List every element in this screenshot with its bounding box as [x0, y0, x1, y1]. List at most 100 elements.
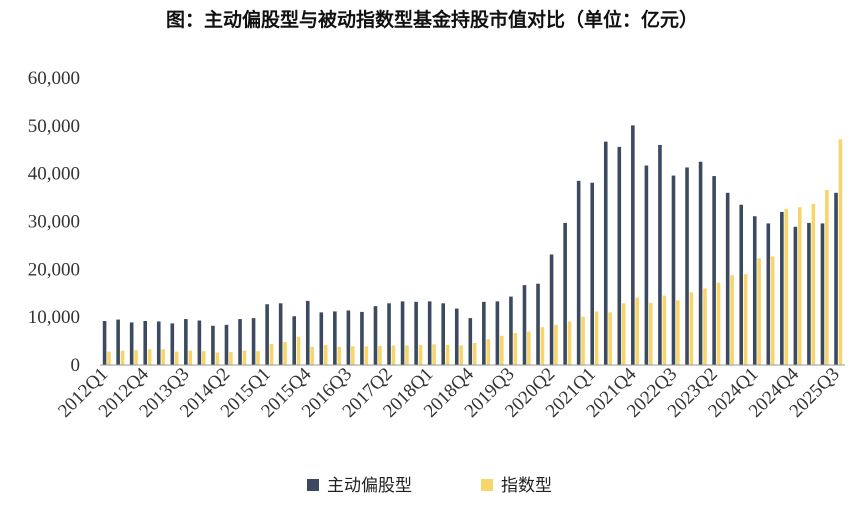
bar-index: [161, 349, 165, 365]
x-axis: 2012Q12012Q42013Q32014Q22015Q12015Q42016…: [54, 363, 844, 421]
bar-active: [184, 319, 188, 365]
bar-index: [364, 346, 369, 365]
bar-index: [120, 350, 125, 365]
bar-index: [513, 332, 518, 365]
bar-active: [387, 303, 391, 365]
y-tick-label: 40,000: [28, 164, 80, 185]
bar-active: [360, 311, 364, 365]
y-tick-label: 60,000: [28, 68, 80, 89]
bar-active: [333, 311, 337, 365]
bar-active: [400, 301, 405, 365]
bar-index: [201, 351, 206, 365]
bar-active: [319, 312, 324, 365]
bar-active: [129, 322, 134, 365]
bar-active: [427, 301, 432, 365]
bar-index: [472, 343, 477, 365]
bar-index: [676, 300, 680, 365]
bar-active: [780, 211, 784, 365]
bar-index: [337, 346, 342, 365]
bar-index: [499, 335, 504, 365]
bar-active: [766, 223, 771, 365]
bar-index: [445, 344, 450, 365]
bar-index: [743, 274, 748, 365]
bar-index: [554, 324, 558, 365]
y-axis: 0 10,000 20,000 30,000 40,000 50,000 60,000: [28, 68, 80, 376]
bar-index: [229, 352, 233, 365]
bar-active: [441, 303, 446, 365]
bar-index: [242, 350, 247, 365]
bar-index: [486, 339, 491, 365]
bar-index: [174, 351, 179, 365]
bar-active: [102, 320, 107, 365]
bar-active: [156, 321, 161, 365]
bar-active: [834, 192, 838, 365]
bar-index: [825, 189, 829, 365]
bar-active: [251, 318, 256, 365]
bar-active: [658, 144, 662, 365]
bar-active: [576, 180, 581, 365]
bar-index: [770, 256, 775, 365]
bar-index: [689, 292, 694, 365]
bar-index: [296, 336, 301, 365]
bar-active: [495, 301, 500, 365]
legend: 主动偏股型 指数型: [307, 476, 552, 496]
bar-index: [391, 345, 396, 365]
bar-active: [454, 308, 459, 365]
bar-index: [757, 258, 761, 365]
bar-index: [147, 349, 152, 365]
bar-index: [405, 345, 409, 365]
bar-index: [581, 316, 585, 365]
bar-active: [725, 192, 730, 365]
bar-active: [305, 300, 310, 365]
bar-index: [784, 209, 789, 365]
bar-index: [635, 297, 640, 365]
bar-active: [292, 316, 297, 365]
bar-active: [698, 161, 703, 365]
bar-index: [188, 350, 193, 365]
bar-index: [811, 203, 816, 365]
bar-index: [283, 342, 287, 365]
bar-index: [256, 351, 260, 365]
bar-index: [703, 288, 707, 365]
bar-index: [459, 345, 463, 365]
bar-active: [278, 303, 283, 365]
bar-index: [215, 352, 220, 365]
legend-label-active: 主动偏股型: [327, 476, 412, 496]
bar-index: [323, 344, 328, 365]
bar-active: [143, 320, 148, 365]
bar-index: [797, 207, 802, 365]
bar-active: [563, 222, 567, 365]
bar-active: [617, 146, 622, 365]
bar-index: [418, 344, 423, 365]
legend-swatch-active: [307, 479, 319, 491]
bar-active: [346, 310, 351, 365]
bar-index: [432, 344, 436, 365]
bar-active: [238, 319, 242, 365]
legend-swatch-index: [481, 479, 493, 491]
bar-index: [527, 331, 531, 365]
bar-index: [608, 312, 612, 365]
y-tick-label: 30,000: [28, 212, 80, 233]
bar-active: [116, 319, 120, 365]
bar-active: [752, 216, 757, 365]
bar-index: [730, 275, 734, 365]
bar-active: [265, 304, 269, 365]
bar-active: [170, 323, 175, 365]
bar-active: [373, 306, 378, 365]
bar-active: [482, 301, 486, 365]
bar-active: [820, 223, 825, 365]
y-tick-label: 10,000: [28, 307, 80, 328]
bar-active: [197, 320, 202, 365]
bar-active: [211, 325, 215, 365]
chart-title: 图：主动偏股型与被动指数型基金持股市值对比（单位：亿元）: [166, 8, 698, 31]
bar-index: [350, 346, 355, 365]
bar-active: [644, 165, 649, 365]
bar-active: [224, 324, 229, 365]
bar-active: [590, 182, 595, 365]
bar-index: [134, 350, 138, 365]
bar-active: [603, 141, 608, 365]
bar-index: [648, 302, 653, 365]
bar-active: [793, 226, 798, 365]
bar-active: [509, 296, 513, 365]
